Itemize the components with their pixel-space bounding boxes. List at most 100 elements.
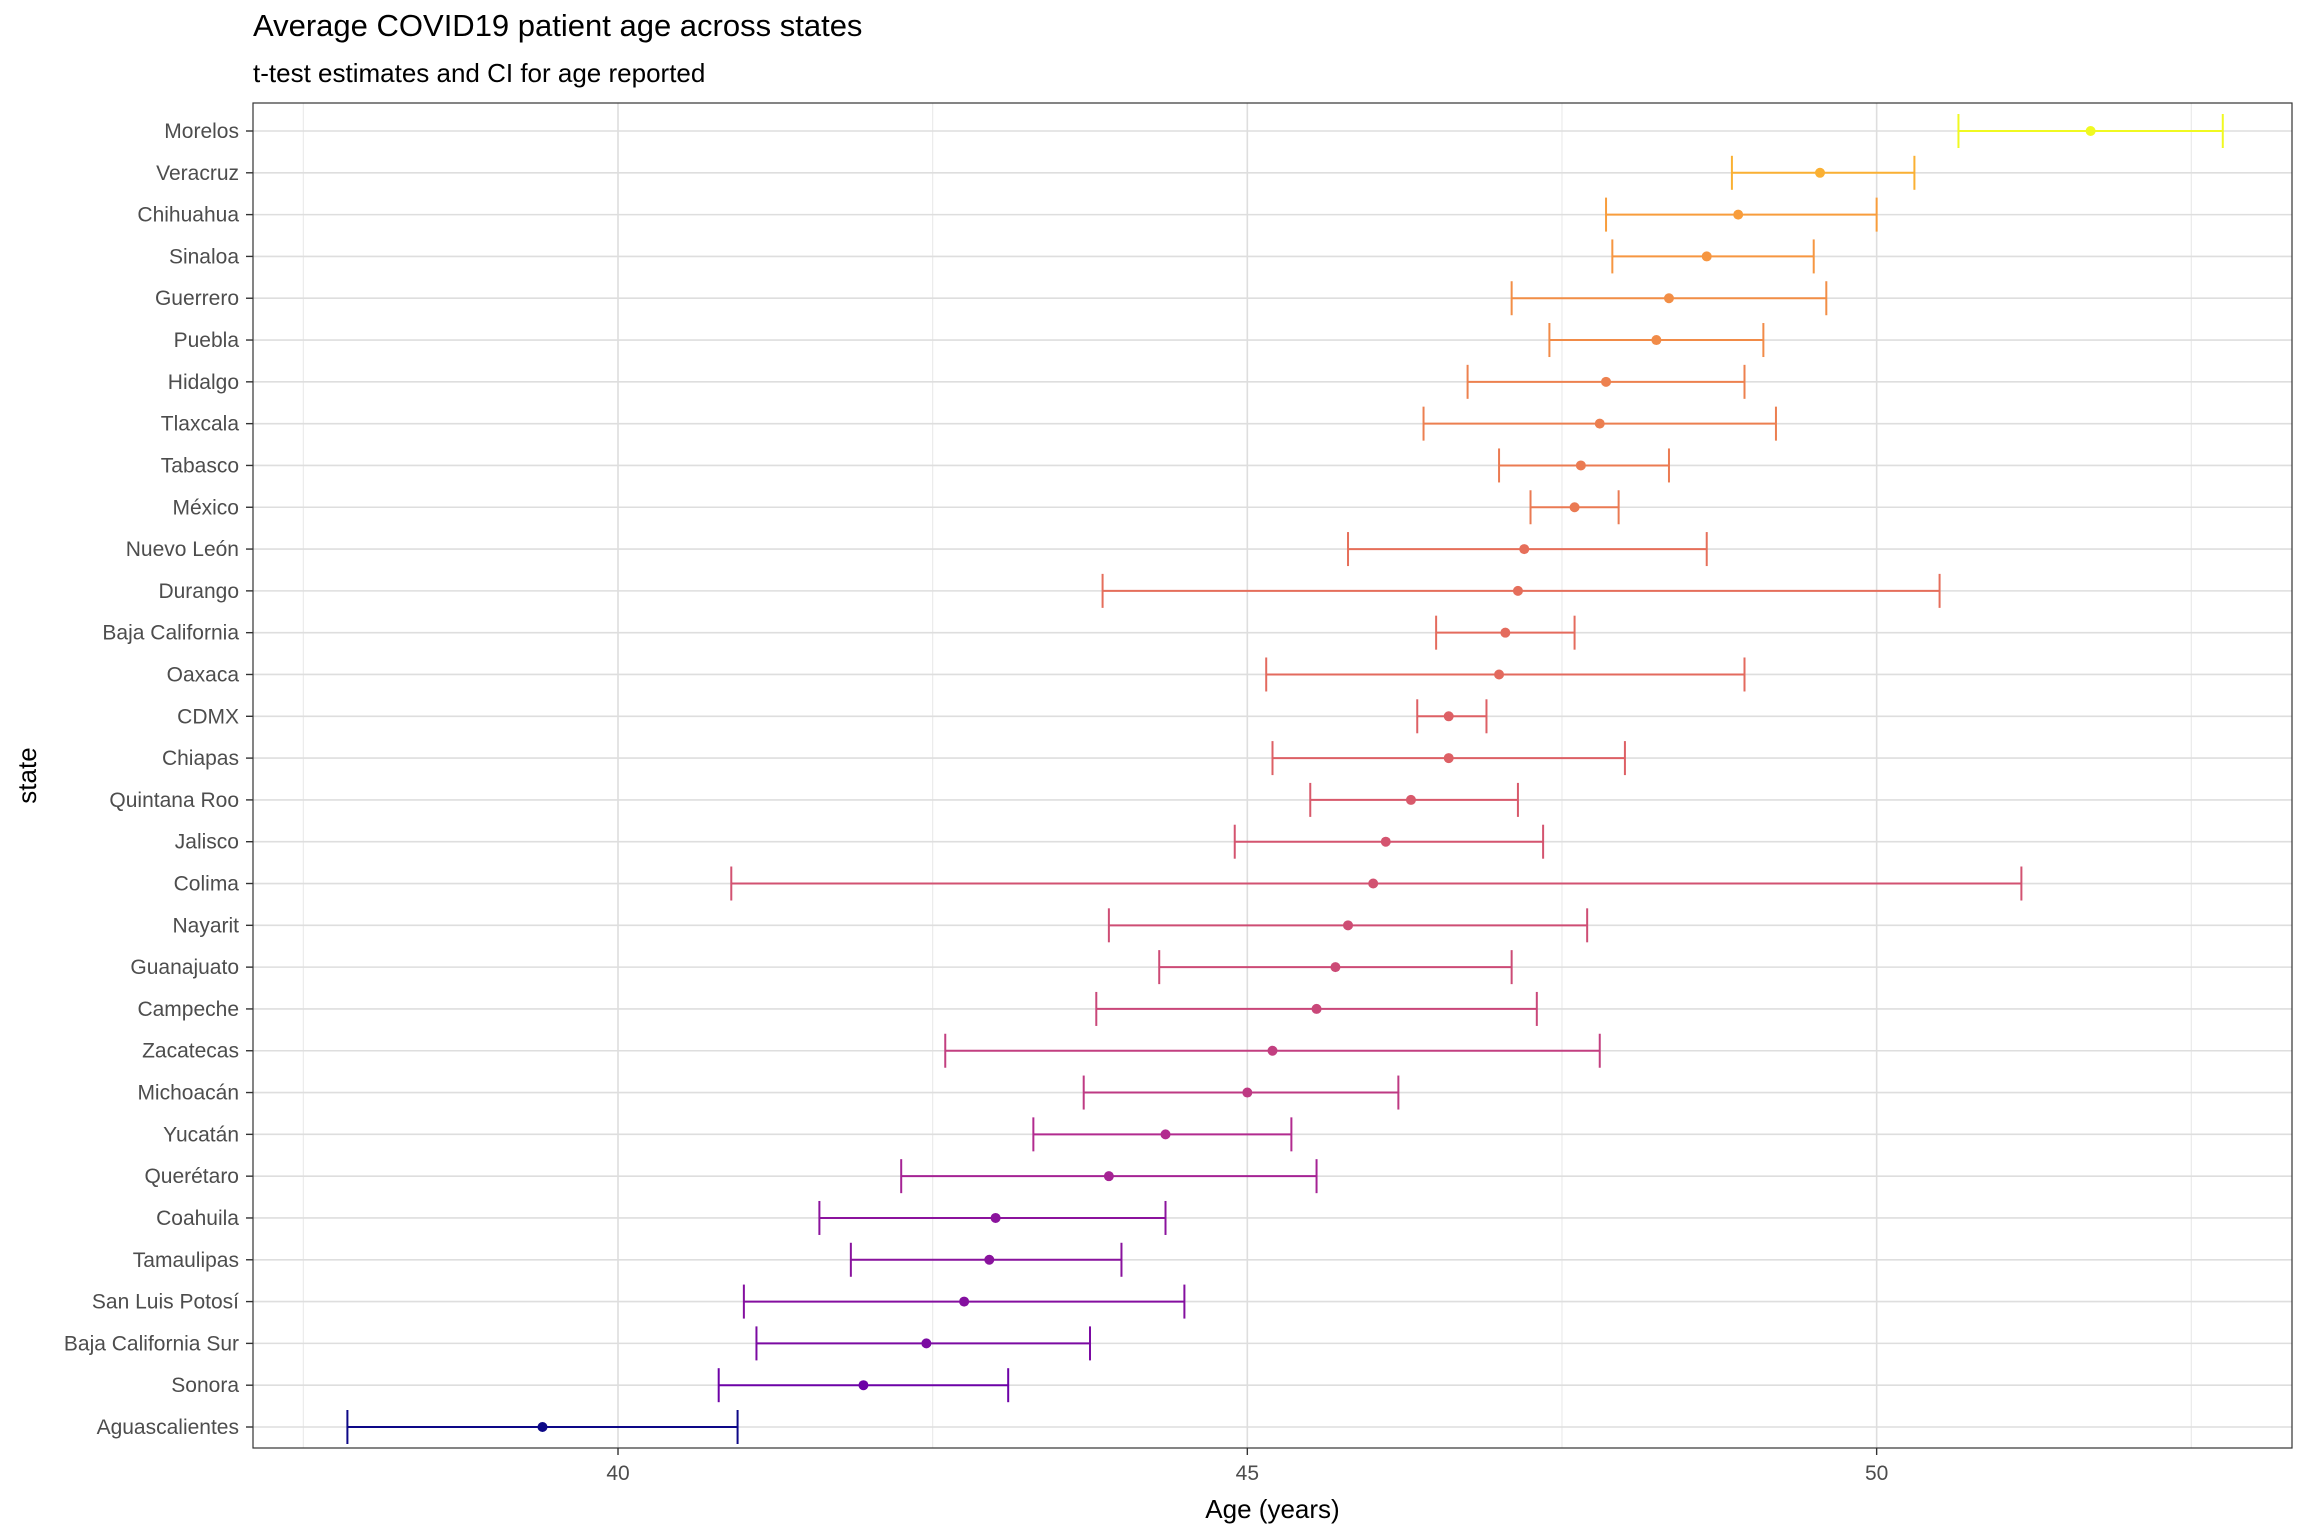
y-tick-label: Quintana Roo — [109, 789, 239, 812]
errorbar-nuevo-le-n — [1347, 532, 1708, 567]
errorbar-zacatecas — [944, 1033, 1601, 1068]
estimate-point — [1651, 335, 1662, 346]
y-tick-label: Coahuila — [156, 1207, 239, 1230]
errorbar-cdmx — [1416, 699, 1488, 734]
y-tick-label: Baja California — [102, 622, 239, 645]
errorbar-durango — [1101, 573, 1941, 608]
errorbar-jalisco — [1233, 824, 1545, 859]
y-tick-label: Hidalgo — [168, 371, 239, 394]
y-tick-label: Michoacán — [137, 1082, 239, 1105]
y-axis-ticks: Morelos Veracruz Chihuahua Sinaloa Guerrero P… — [64, 120, 253, 1439]
errorbar-michoac-n — [1082, 1075, 1400, 1110]
major-gridlines-x — [617, 103, 1878, 1448]
estimate-point — [1815, 167, 1826, 178]
y-tick-label: Tamaulipas — [133, 1249, 239, 1272]
estimate-point — [1575, 460, 1586, 471]
x-tick-label: 50 — [1865, 1462, 1888, 1485]
errorbar-coahuila — [818, 1200, 1167, 1235]
estimate-point — [1330, 962, 1341, 973]
plot-panel — [253, 103, 2292, 1448]
estimate-point — [1405, 794, 1416, 805]
errorbar-sonora — [717, 1368, 1010, 1403]
errorbar-quer-taro — [900, 1159, 1318, 1194]
estimate-point — [1311, 1003, 1322, 1014]
errorbar-veracruz — [1730, 155, 1916, 190]
errorbar-m-xico — [1529, 490, 1620, 525]
errorbar-baja-california-sur — [755, 1326, 1091, 1361]
estimate-point — [2085, 126, 2096, 136]
y-tick-label: Sinaloa — [169, 245, 239, 268]
estimate-point — [921, 1338, 932, 1349]
x-axis-ticks: 40 45 50 — [606, 1448, 1888, 1485]
errorbar-puebla — [1548, 323, 1765, 358]
errorbar-aguascalientes — [346, 1410, 739, 1444]
errorbar-colima — [730, 866, 2023, 901]
y-tick-label: Veracruz — [156, 162, 239, 185]
y-tick-label: Tlaxcala — [161, 413, 240, 436]
errorbar-morelos — [1957, 114, 2224, 148]
estimate-point — [1443, 711, 1454, 722]
estimate-point — [1733, 209, 1744, 220]
errorbar-baja-california — [1435, 615, 1576, 650]
errorbar-chiapas — [1271, 741, 1626, 776]
estimate-point — [1594, 418, 1605, 429]
estimate-point — [984, 1254, 995, 1265]
x-tick-label: 45 — [1236, 1462, 1259, 1485]
estimate-point — [1601, 376, 1612, 387]
estimate-point — [1500, 627, 1511, 638]
errorbar-oaxaca — [1265, 657, 1746, 692]
chart-title: Average COVID19 patient age across state… — [253, 8, 863, 43]
estimate-point — [1663, 293, 1674, 304]
y-axis-label: state — [12, 747, 42, 803]
y-tick-label: Chihuahua — [137, 204, 239, 227]
error-bars-layer — [346, 114, 2224, 1444]
estimate-point — [1519, 544, 1530, 555]
y-tick-label: Morelos — [164, 120, 239, 143]
errorbar-sinaloa — [1611, 239, 1815, 274]
chart-subtitle: t-test estimates and CI for age reported — [253, 58, 706, 88]
estimate-point — [1512, 585, 1523, 596]
y-tick-label: Yucatán — [163, 1123, 239, 1146]
errorbar-guanajuato — [1158, 950, 1513, 985]
y-tick-label: San Luis Potosí — [92, 1291, 239, 1314]
y-tick-label: CDMX — [177, 705, 239, 728]
x-axis-label: Age (years) — [1205, 1494, 1339, 1524]
estimate-point — [858, 1380, 869, 1391]
y-tick-label: Nuevo León — [126, 538, 239, 561]
y-tick-label: Durango — [158, 580, 239, 603]
y-tick-label: México — [172, 496, 239, 519]
errorbar-tabasco — [1498, 448, 1670, 483]
minor-gridlines — [302, 103, 2192, 1448]
y-tick-label: Nayarit — [172, 914, 239, 937]
y-tick-label: Oaxaca — [167, 663, 240, 686]
estimate-point — [1494, 669, 1505, 680]
y-tick-label: Aguascalientes — [97, 1416, 239, 1439]
y-tick-label: Guanajuato — [130, 956, 239, 979]
estimate-point — [1569, 502, 1580, 513]
y-tick-label: Guerrero — [155, 287, 239, 310]
estimate-point — [1368, 878, 1379, 889]
estimate-point — [1160, 1129, 1171, 1140]
y-tick-label: Chiapas — [162, 747, 239, 770]
errorbar-san-luis-potos- — [742, 1284, 1186, 1319]
y-tick-label: Puebla — [174, 329, 240, 352]
estimate-point — [959, 1296, 970, 1307]
y-tick-label: Sonora — [171, 1374, 239, 1397]
y-tick-label: Jalisco — [175, 831, 239, 854]
errorbar-nayarit — [1107, 908, 1589, 943]
x-tick-label: 40 — [606, 1462, 629, 1485]
errorbar-guerrero — [1510, 281, 1828, 316]
y-tick-label: Campeche — [137, 998, 239, 1021]
y-tick-label: Baja California Sur — [64, 1332, 239, 1355]
errorbar-tlaxcala — [1422, 406, 1777, 441]
estimate-point — [1443, 753, 1454, 764]
errorbar-chihuahua — [1605, 197, 1878, 232]
plot-panel-border — [252, 102, 2293, 1449]
estimate-point — [990, 1212, 1001, 1223]
estimate-point — [1701, 251, 1712, 262]
errorbar-hidalgo — [1466, 364, 1746, 399]
estimate-point — [1380, 836, 1391, 847]
estimate-point — [1103, 1171, 1114, 1182]
